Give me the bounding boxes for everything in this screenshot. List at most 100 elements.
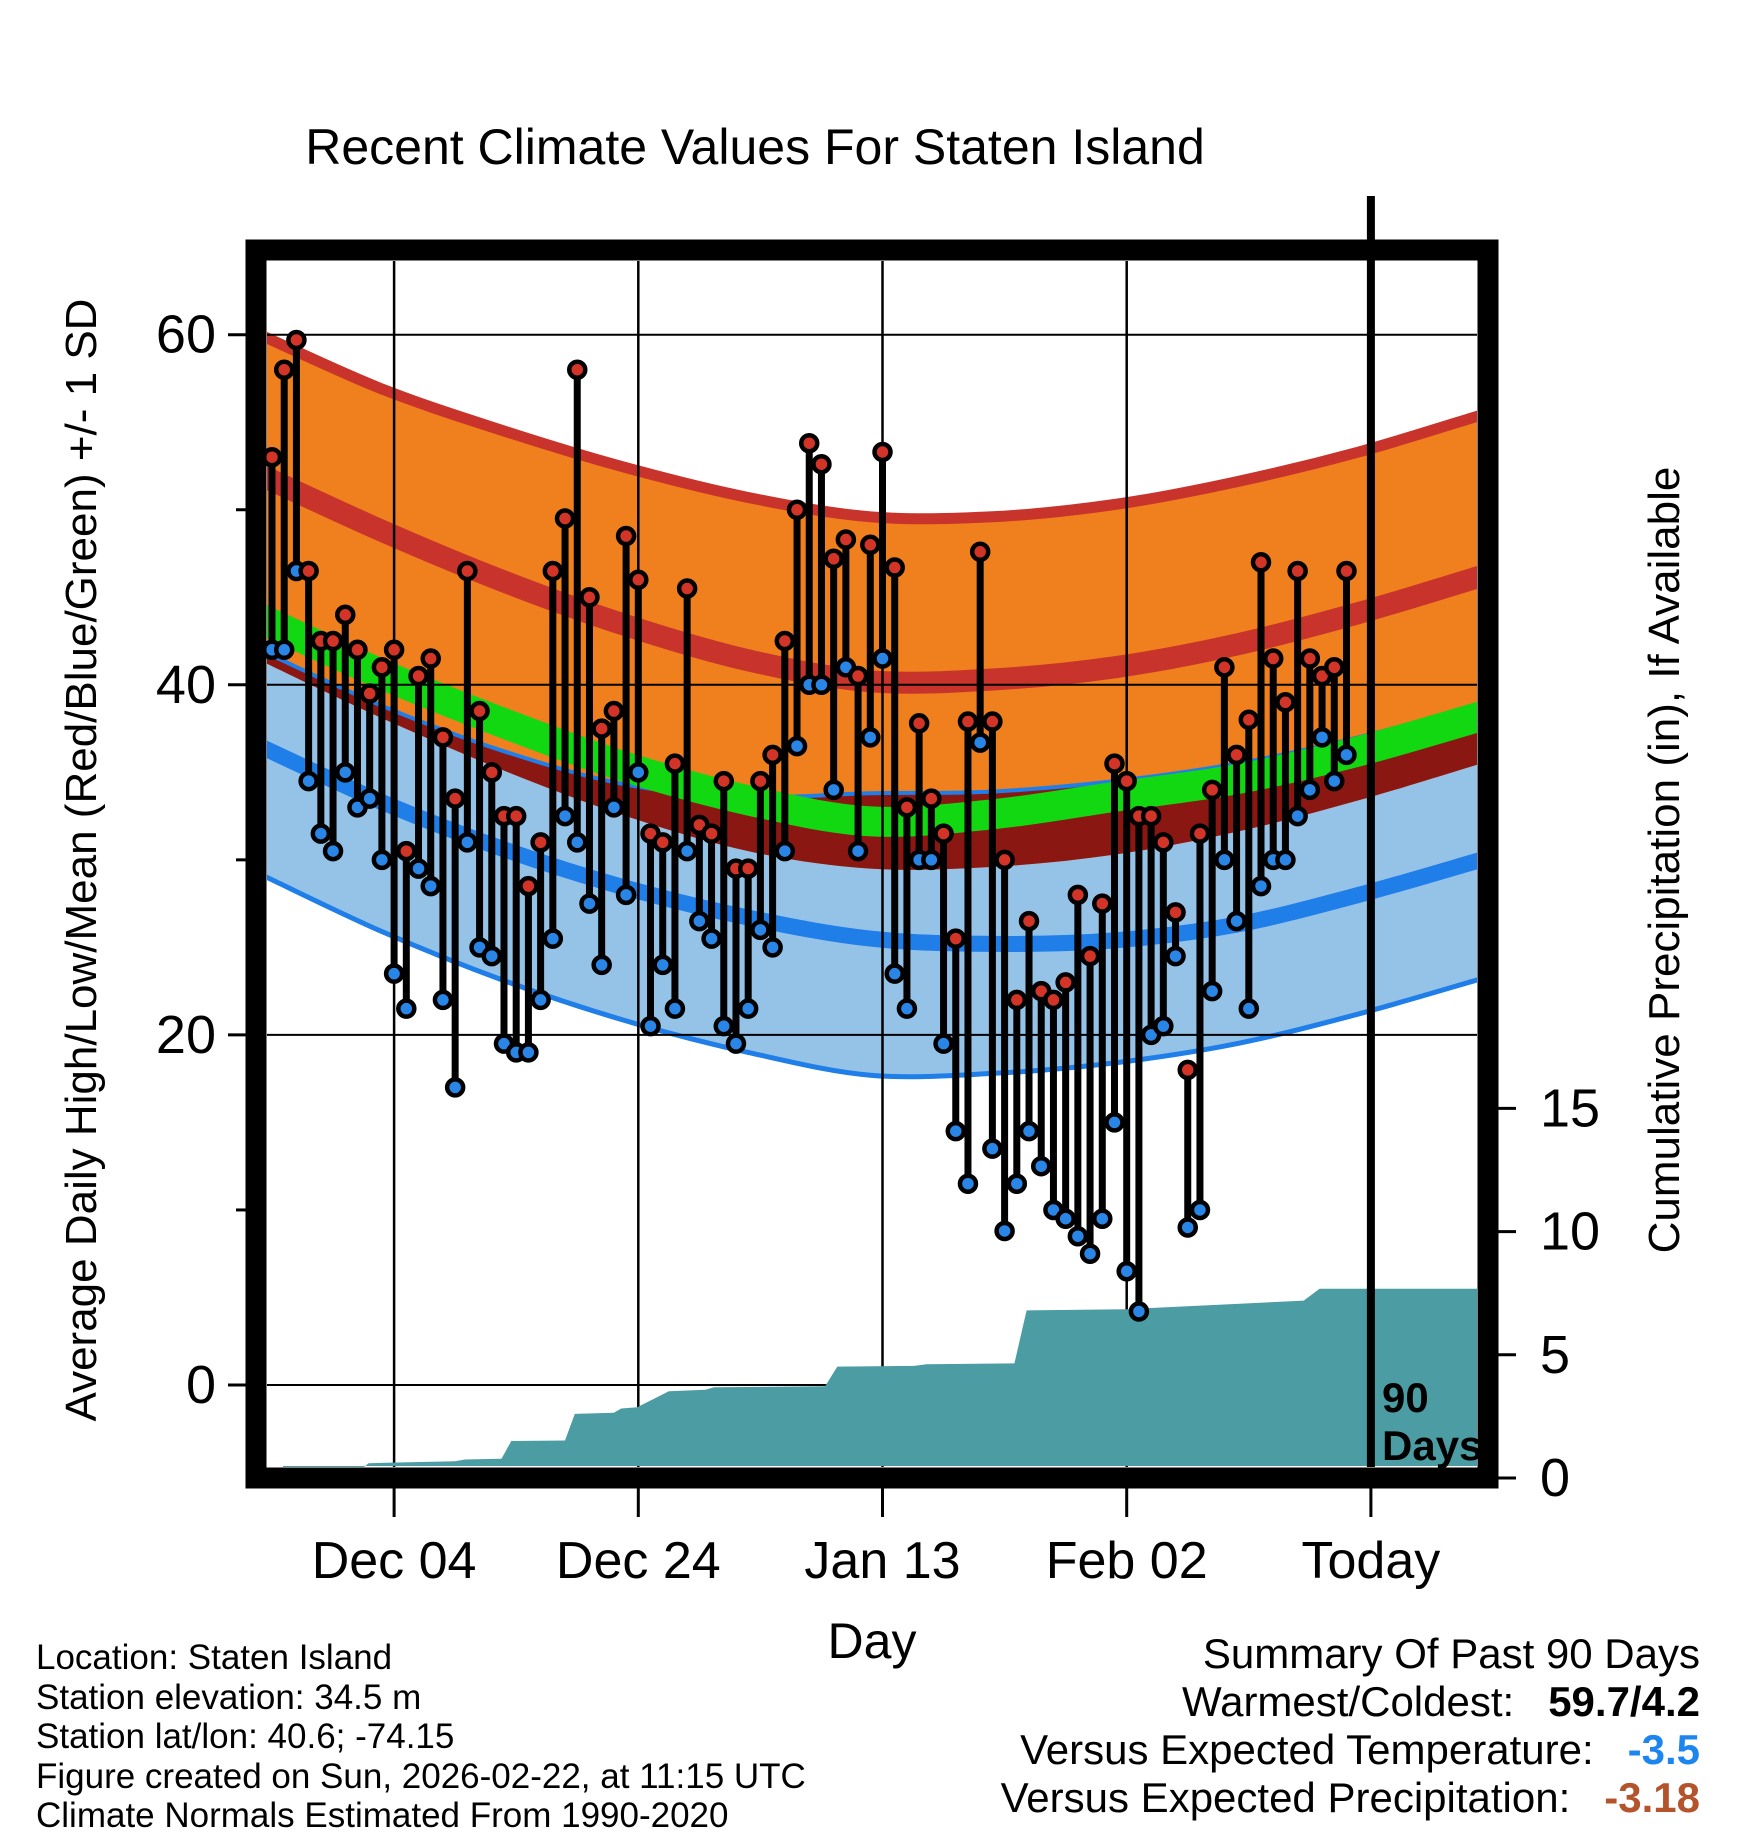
daily-low-dot <box>762 937 783 958</box>
daily-low-dot <box>689 910 710 932</box>
daily-low-dot <box>1079 1243 1101 1264</box>
left-tick-label: 0 <box>186 1355 216 1415</box>
left-axis-title: Average Daily High/Low/Mean (Red/Blue/Gr… <box>57 298 106 1422</box>
ninety-days-label-line1: 90 <box>1382 1374 1429 1421</box>
daily-high-dot <box>1262 648 1284 669</box>
daily-low-dot <box>383 963 405 984</box>
daily-high-dot <box>994 849 1015 871</box>
daily-low-dot <box>444 1077 466 1098</box>
daily-low-dot <box>1165 945 1186 967</box>
daily-low-dot <box>1006 1173 1028 1194</box>
daily-low-dot <box>298 770 319 792</box>
daily-low-dot <box>982 1138 1003 1159</box>
band-overlap-region <box>267 653 1477 870</box>
summary-warmest-coldest-value: 59.7/4.2 <box>1548 1678 1700 1725</box>
daily-high-dot <box>603 700 625 722</box>
high-band-top-edge <box>267 331 1477 525</box>
metadata-elevation: Station elevation: 34.5 m <box>36 1677 422 1717</box>
daily-low-dot <box>335 762 356 783</box>
daily-low-dot <box>530 989 551 1011</box>
daily-high-dot <box>921 788 942 809</box>
daily-low-dot <box>1189 1199 1211 1221</box>
daily-low-dot <box>273 639 295 661</box>
daily-low-dot <box>872 648 893 669</box>
daily-high-dot <box>847 665 869 687</box>
daily-low-dot <box>579 893 600 914</box>
daily-low-dot <box>884 963 905 984</box>
cumulative-precip-area <box>283 1288 1477 1467</box>
right-tick-label: 15 <box>1540 1078 1600 1138</box>
daily-high-dot <box>811 453 832 475</box>
daily-high-dot <box>798 432 820 454</box>
ninety-days-label-line2: Days <box>1382 1422 1482 1469</box>
summary-vs-precipitation-value: -3.18 <box>1604 1774 1700 1821</box>
x-tick-label: Jan 13 <box>804 1532 960 1590</box>
daily-high-dot <box>982 711 1003 732</box>
summary-vs-temperature-label: Versus Expected Temperature: <box>1020 1726 1594 1773</box>
daily-high-dot <box>676 578 698 599</box>
daily-low-dot <box>542 928 564 949</box>
daily-low-dot <box>1055 1208 1076 1229</box>
x-tick-label: Feb 02 <box>1046 1532 1208 1590</box>
daily-low-dot <box>701 928 722 949</box>
x-tick-label: Today <box>1302 1532 1441 1590</box>
daily-high-dot <box>518 875 539 897</box>
daily-low-dot <box>750 919 771 941</box>
daily-low-dot <box>310 823 332 844</box>
axis-ticks: 0 20 40 60 0 5 10 15 Dec 04 Dec 24 Jan 13 Feb 02 Tod… <box>156 305 1600 1590</box>
daily-high-dot <box>322 630 344 652</box>
daily-high-dot <box>615 525 637 547</box>
daily-high-dot <box>1043 989 1064 1011</box>
daily-low-dot <box>847 840 869 862</box>
daily-high-dot <box>432 727 454 748</box>
daily-low-dot <box>591 954 612 976</box>
daily-high-dot <box>481 762 503 783</box>
daily-high-dot <box>1287 560 1308 582</box>
daily-low-dot <box>969 732 991 753</box>
daily-high-dot <box>371 657 393 678</box>
metadata-normals: Climate Normals Estimated From 1990-2020 <box>36 1796 729 1835</box>
daily-low-dot <box>359 788 380 809</box>
daily-high-dot <box>1189 823 1211 844</box>
daily-high-dot <box>567 359 588 380</box>
daily-high-dot <box>383 639 405 661</box>
daily-high-dot <box>1238 709 1260 731</box>
daily-high-dot <box>969 541 991 563</box>
daily-low-dot <box>640 1015 661 1037</box>
daily-high-dot <box>884 557 905 578</box>
daily-low-dot <box>322 840 344 862</box>
daily-low-dot <box>823 779 844 801</box>
daily-low-dot <box>567 832 588 853</box>
daily-low-dot <box>652 954 673 976</box>
left-tick-label: 60 <box>156 305 216 365</box>
summary-block: Summary Of Past 90 Days Warmest/Coldest:… <box>1001 1630 1700 1822</box>
daily-low-dot <box>774 840 796 862</box>
daily-high-dot <box>1275 692 1296 713</box>
daily-low-dot <box>945 1120 967 1142</box>
x-tick-label: Dec 04 <box>312 1532 477 1590</box>
daily-low-dot <box>1092 1208 1113 1229</box>
daily-low-dot <box>1128 1301 1150 1322</box>
daily-high-dot <box>273 359 295 380</box>
daily-high-dot <box>457 560 478 582</box>
x-tick-label: Dec 24 <box>556 1532 721 1590</box>
daily-low-dot <box>408 858 429 879</box>
daily-high-dot <box>945 928 967 949</box>
daily-high-dot <box>554 508 576 529</box>
daily-low-dot <box>725 1033 747 1054</box>
daily-high-dot <box>872 441 893 463</box>
daily-high-dot <box>774 630 796 652</box>
daily-low-dot <box>371 849 393 871</box>
daily-high-dot <box>1226 744 1247 766</box>
daily-low-dot <box>994 1220 1015 1242</box>
daily-high-dot <box>286 329 307 351</box>
daily-high-dot <box>579 587 600 608</box>
daily-high-dot <box>1104 753 1125 774</box>
daily-low-dot <box>786 735 808 757</box>
daily-high-dot <box>1214 657 1235 678</box>
summary-vs-temperature: Versus Expected Temperature: -3.5 <box>1001 1726 1700 1774</box>
daily-high-dot <box>835 529 857 550</box>
daily-high-dot <box>1079 945 1101 967</box>
x-axis-title: Day <box>827 1613 917 1669</box>
daily-high-dot <box>1250 552 1272 573</box>
